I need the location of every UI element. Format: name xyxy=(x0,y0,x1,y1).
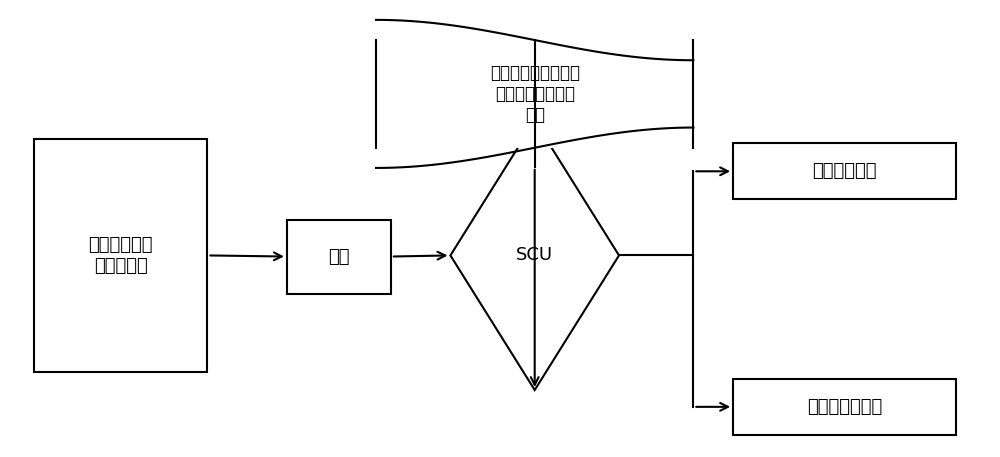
Text: 方向舵偏转角度: 方向舵偏转角度 xyxy=(807,398,882,416)
FancyBboxPatch shape xyxy=(733,379,956,435)
FancyBboxPatch shape xyxy=(34,139,207,372)
Text: 当前方向舵偏转角度
当前前轮偏转角度
空速: 当前方向舵偏转角度 当前前轮偏转角度 空速 xyxy=(490,64,580,124)
FancyBboxPatch shape xyxy=(733,143,956,199)
Text: 目标转弯角度
（飞行员）: 目标转弯角度 （飞行员） xyxy=(88,236,153,275)
Polygon shape xyxy=(450,121,619,390)
FancyBboxPatch shape xyxy=(376,40,693,148)
Text: 脚蹬: 脚蹬 xyxy=(328,248,350,266)
FancyBboxPatch shape xyxy=(287,219,391,293)
Text: SCU: SCU xyxy=(516,246,553,265)
Text: 前轮偏转角度: 前轮偏转角度 xyxy=(812,162,877,181)
